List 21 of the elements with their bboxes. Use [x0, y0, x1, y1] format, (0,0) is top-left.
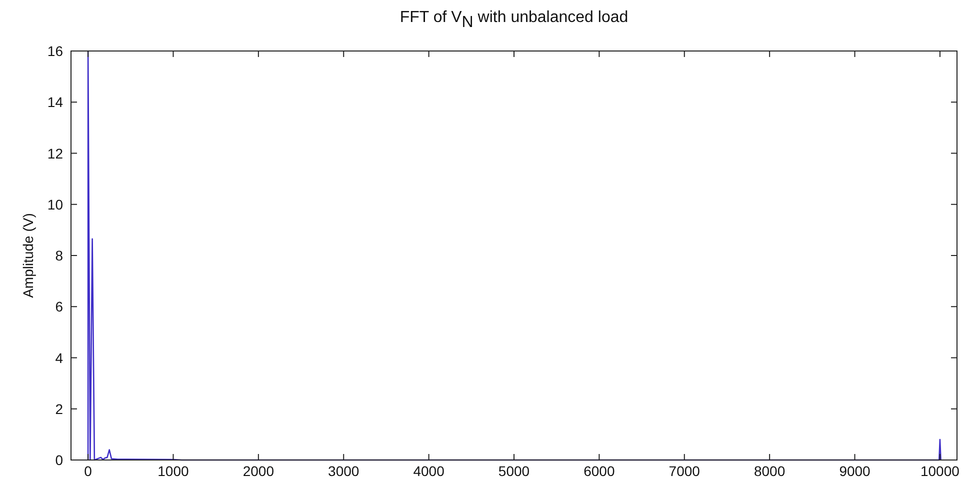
y-tick-label: 2: [55, 400, 64, 417]
x-tick-label: 9000: [839, 463, 871, 479]
x-tick-label: 1000: [158, 463, 190, 479]
y-tick-label: 8: [55, 248, 64, 264]
y-tick-label: 6: [55, 298, 64, 315]
x-tick-label: 4000: [413, 463, 445, 479]
y-tick-label: 12: [47, 145, 64, 162]
x-tick-label: 8000: [754, 463, 786, 479]
y-tick-label: 4: [55, 350, 64, 366]
x-tick-label: 2000: [242, 463, 274, 479]
x-tick-label: 5000: [498, 463, 530, 479]
y-axis-title: Amplitude (V): [20, 213, 36, 298]
y-tick-label: 16: [47, 43, 64, 59]
y-tick-label: 10: [47, 196, 64, 212]
y-tick-label: 14: [47, 94, 64, 110]
y-tick-label: 0: [55, 452, 64, 468]
x-tick-label: 10000: [920, 463, 960, 479]
x-tick-label: 6000: [584, 463, 615, 479]
x-tick-label: 0: [84, 463, 92, 479]
x-tick-label: 7000: [668, 463, 700, 479]
x-tick-label: 3000: [328, 463, 360, 479]
